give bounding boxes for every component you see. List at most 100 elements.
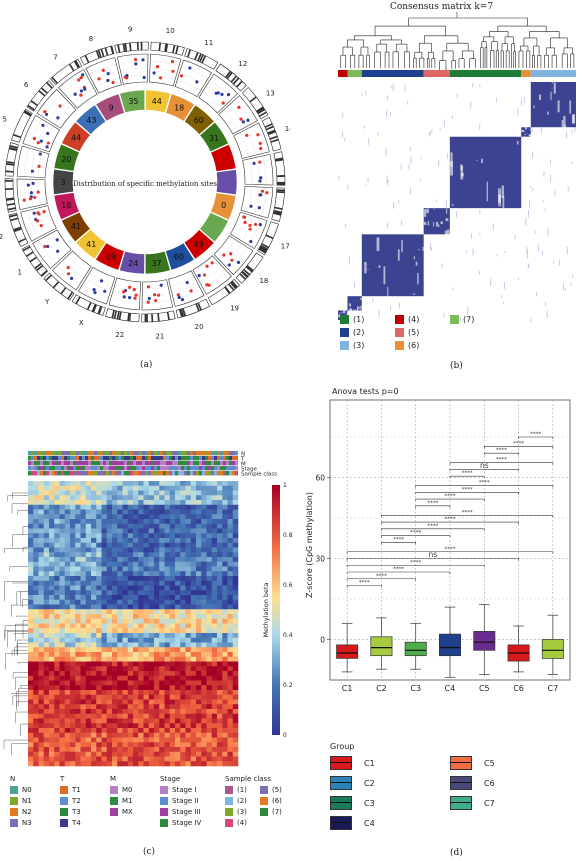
annotation-cell bbox=[118, 451, 121, 456]
heatmap-cell bbox=[33, 599, 39, 605]
heatmap-cell bbox=[54, 623, 60, 629]
annotation-cell bbox=[208, 466, 211, 471]
heatmap-cell bbox=[133, 490, 139, 496]
consensus-scatter bbox=[496, 97, 497, 103]
heatmap-cell bbox=[75, 690, 81, 696]
consensus-scatter bbox=[375, 263, 377, 269]
annotation-cell bbox=[148, 466, 151, 471]
heatmap-cell bbox=[106, 661, 113, 667]
heatmap-cell bbox=[169, 481, 176, 487]
heatmap-cell bbox=[38, 571, 45, 577]
heatmap-cell bbox=[154, 661, 160, 667]
heatmap-cell bbox=[28, 495, 34, 501]
heatmap-cell bbox=[28, 590, 34, 596]
y-tick-label: 60 bbox=[315, 474, 325, 483]
heatmap-cell bbox=[112, 656, 118, 662]
heatmap-cell bbox=[185, 704, 192, 710]
heatmap-cell bbox=[217, 557, 223, 563]
consensus-scatter bbox=[562, 283, 564, 291]
heatmap-cell bbox=[217, 623, 223, 629]
heatmap-cell bbox=[143, 751, 150, 757]
heatmap-cell bbox=[148, 756, 155, 762]
heatmap-cell bbox=[180, 628, 186, 634]
heatmap-cell bbox=[175, 504, 181, 510]
consensus-blocks bbox=[338, 82, 576, 322]
heatmap-cell bbox=[185, 547, 192, 553]
annotation-cell bbox=[64, 456, 67, 461]
heatmap-cell bbox=[211, 742, 218, 748]
heatmap-cell bbox=[96, 718, 102, 724]
heatmap-cell bbox=[133, 504, 139, 510]
boxplot-title: Anova tests p=0 bbox=[332, 387, 399, 396]
heatmap-cell bbox=[227, 756, 234, 762]
heatmap-cell bbox=[232, 704, 239, 710]
annotation-cell bbox=[112, 451, 115, 456]
heatmap-cell bbox=[201, 595, 207, 601]
heatmap-cell bbox=[196, 675, 202, 681]
heatmap-cell bbox=[169, 628, 176, 634]
heatmap-cell bbox=[196, 642, 202, 648]
methylation-site-point bbox=[257, 206, 261, 210]
heatmap-cell bbox=[64, 623, 71, 629]
ideogram-band bbox=[38, 90, 46, 97]
heatmap-cell bbox=[227, 519, 234, 525]
track-gridline bbox=[236, 214, 248, 238]
heatmap-cell bbox=[211, 680, 218, 686]
heatmap-cell bbox=[122, 509, 129, 515]
heatmap-cell bbox=[159, 666, 165, 672]
heatmap-cell bbox=[133, 585, 139, 591]
annotation-cell bbox=[178, 461, 181, 466]
heatmap-cell bbox=[148, 595, 155, 601]
heatmap-cell bbox=[206, 685, 213, 691]
consensus-scatter bbox=[368, 138, 370, 145]
heatmap-cell bbox=[122, 685, 129, 691]
heatmap-cell bbox=[49, 604, 55, 610]
heatmap-cell bbox=[80, 728, 87, 734]
dendrogram bbox=[340, 12, 575, 70]
legend-swatch bbox=[260, 797, 268, 805]
heatmap-cell bbox=[222, 699, 228, 705]
consensus-scatter bbox=[501, 295, 503, 299]
annotation-cell bbox=[103, 471, 106, 476]
heatmap-cell bbox=[106, 504, 113, 510]
heatmap-cell bbox=[211, 538, 218, 544]
heatmap-cell bbox=[211, 690, 218, 696]
heatmap-cell bbox=[101, 509, 108, 515]
annotation-cell bbox=[46, 451, 49, 456]
heatmap-cell bbox=[49, 656, 55, 662]
legend-item: T1 bbox=[60, 786, 81, 794]
consensus-scatter bbox=[478, 271, 480, 275]
heatmap-cell bbox=[143, 690, 150, 696]
consensus-noise bbox=[338, 315, 341, 318]
heatmap-cell bbox=[127, 481, 134, 487]
heatmap-cell bbox=[133, 718, 139, 724]
heatmap-cell bbox=[112, 756, 118, 762]
heatmap-cell bbox=[133, 519, 139, 525]
heatmap-cell bbox=[185, 618, 192, 624]
methylation-site-point bbox=[241, 120, 245, 124]
consensus-noise bbox=[378, 265, 381, 268]
heatmap-cell bbox=[59, 552, 66, 558]
legend-swatch bbox=[225, 797, 233, 805]
heatmap-cell bbox=[211, 557, 218, 563]
heatmap-cell bbox=[117, 590, 123, 596]
heatmap-cell bbox=[217, 514, 223, 520]
annotation-cell bbox=[121, 471, 124, 476]
heatmap-cell bbox=[232, 756, 239, 762]
ideogram-band bbox=[224, 286, 231, 294]
heatmap-cell bbox=[112, 557, 118, 563]
heatmap-cell bbox=[211, 542, 218, 548]
heatmap-cell bbox=[106, 652, 113, 658]
heatmap-cell bbox=[138, 538, 144, 544]
track-gridline bbox=[37, 151, 43, 178]
cluster-segment-arc bbox=[145, 89, 171, 114]
heatmap-cell bbox=[217, 509, 223, 515]
heatmap-cell bbox=[138, 576, 144, 582]
heatmap-cell bbox=[148, 637, 155, 643]
annotation-cell bbox=[79, 456, 82, 461]
heatmap-cell bbox=[143, 737, 150, 743]
heatmap-cell bbox=[175, 585, 181, 591]
heatmap-cell bbox=[180, 523, 186, 529]
box-body bbox=[370, 636, 393, 657]
heatmap-cell bbox=[117, 566, 123, 572]
